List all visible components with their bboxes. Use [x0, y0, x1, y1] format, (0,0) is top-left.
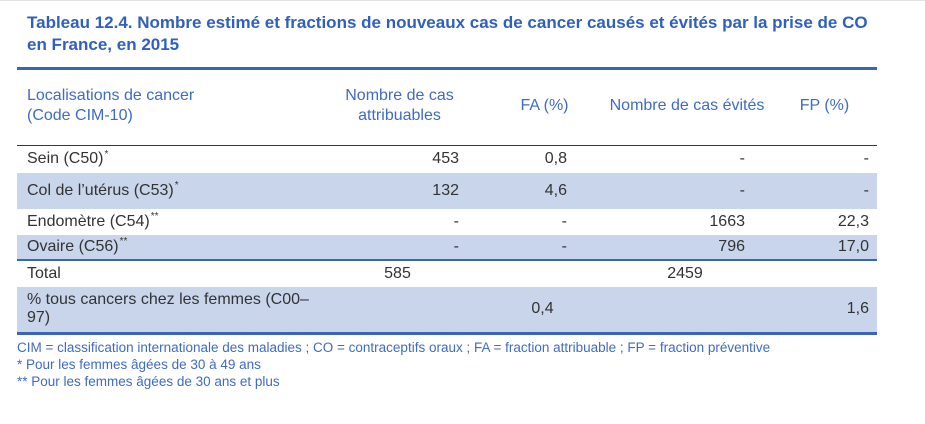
- cell-localisation: % tous cancers chez les femmes (C00–97): [17, 287, 312, 334]
- column-header-fp: FP (%): [799, 97, 850, 114]
- cell-localisation: Col de l’utérus (C53)*: [17, 173, 312, 209]
- footnote-marker: *: [104, 148, 109, 160]
- localisation-label: % tous cancers chez les femmes (C00–97): [27, 291, 309, 327]
- table-row: Sein (C50)* 453 0,8 - -: [17, 146, 877, 173]
- cell-cas-evites: -: [739, 150, 745, 168]
- cell-fp: 1,6: [846, 300, 869, 318]
- cell-fa: 0,4: [531, 300, 554, 318]
- cell-cas-attribuables: [312, 287, 487, 334]
- footnote-marker: **: [119, 236, 128, 248]
- footnote-age-30-49: * Pour les femmes âgées de 30 à 49 ans: [17, 357, 261, 372]
- cell-cas-evites: 2459: [667, 264, 703, 282]
- cell-fa: -: [561, 237, 567, 255]
- cell-localisation: Sein (C50)*: [17, 146, 312, 173]
- localisation-label: Col de l’utérus (C53): [27, 181, 174, 199]
- cell-fp: -: [863, 181, 869, 199]
- cell-cas-evites: [602, 287, 772, 334]
- cell-fp: 17,0: [837, 237, 869, 255]
- cell-fp: 22,3: [837, 212, 869, 230]
- column-header-fa: FA (%): [520, 97, 569, 114]
- cancer-cases-table: Localisations de cancer (Code CIM-10) No…: [17, 67, 877, 335]
- table-12-4: Localisations de cancer (Code CIM-10) No…: [17, 67, 877, 335]
- column-header-localisations: Localisations de cancer (Code CIM-10): [27, 87, 195, 124]
- cell-cas-attribuables: 132: [432, 181, 459, 199]
- table-row-total: Total 585 2459: [17, 260, 877, 287]
- cell-cas-evites: 796: [718, 237, 745, 255]
- cell-cas-evites: 1663: [709, 212, 745, 230]
- cell-cas-attribuables: -: [453, 237, 459, 255]
- cell-cas-attribuables: -: [453, 212, 459, 230]
- table-row-percent: % tous cancers chez les femmes (C00–97) …: [17, 286, 877, 334]
- footnotes: CIM = classification internationale des …: [17, 339, 877, 390]
- footnote-age-30-plus: ** Pour les femmes âgées de 30 ans et pl…: [17, 374, 280, 389]
- table-title: Tableau 12.4. Nombre estimé et fractions…: [27, 13, 868, 54]
- localisation-label: Endomètre (C54): [27, 212, 150, 230]
- cell-fp: -: [863, 150, 869, 168]
- cell-localisation: Ovaire (C56)**: [17, 235, 312, 260]
- cell-fa: [487, 260, 602, 287]
- cell-fp: [772, 260, 877, 287]
- cell-fa: -: [561, 212, 567, 230]
- table-row: Endomètre (C54)** - - 1663 22,3: [17, 209, 877, 235]
- localisation-label: Ovaire (C56): [27, 237, 119, 255]
- table-row: Col de l’utérus (C53)* 132 4,6 - -: [17, 172, 877, 209]
- header-row: Localisations de cancer (Code CIM-10) No…: [17, 69, 877, 146]
- localisation-label: Total: [27, 264, 61, 282]
- cell-localisation: Endomètre (C54)**: [17, 209, 312, 235]
- footnote-abbreviations: CIM = classification internationale des …: [17, 340, 771, 355]
- cell-cas-evites: -: [739, 181, 745, 199]
- footnote-marker: **: [150, 211, 159, 223]
- cell-fa: 4,6: [544, 181, 567, 199]
- localisation-label: Sein (C50): [27, 150, 104, 168]
- column-header-cas-attribuables: Nombre de cas attribuables: [345, 87, 454, 124]
- cell-cas-attribuables: 585: [384, 264, 411, 282]
- column-header-cas-evites: Nombre de cas évités: [609, 97, 765, 114]
- table-row: Ovaire (C56)** - - 796 17,0: [17, 234, 877, 260]
- cell-localisation: Total: [17, 260, 312, 287]
- cell-fa: 0,8: [544, 150, 567, 168]
- footnote-marker: *: [174, 180, 179, 192]
- cell-cas-attribuables: 453: [432, 150, 459, 168]
